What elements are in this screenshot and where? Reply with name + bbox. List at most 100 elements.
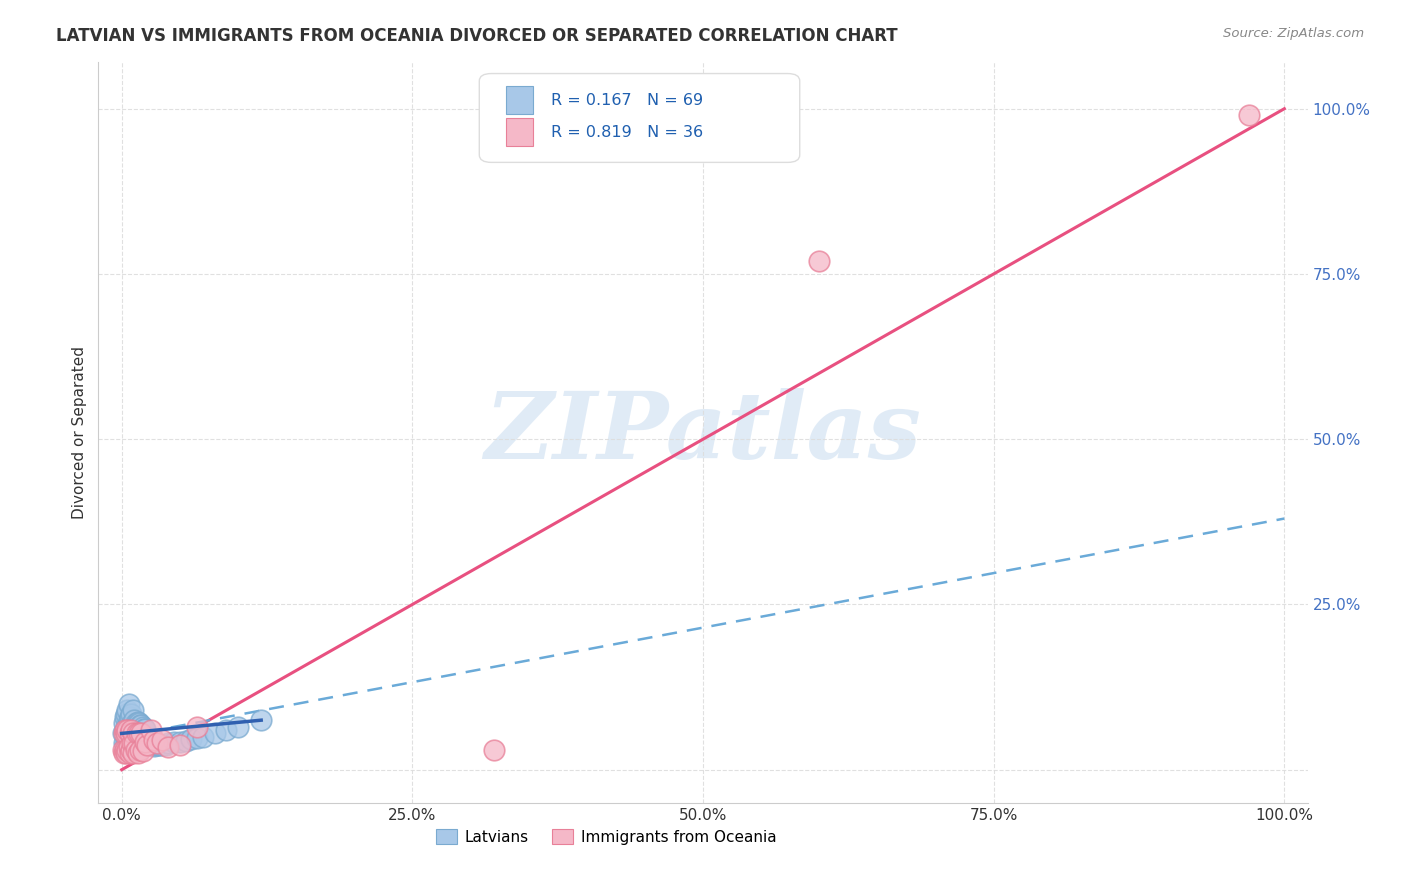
Point: [148, 738, 170, 752]
Point: [138, 738, 160, 752]
Point: [191, 730, 214, 744]
Point: [157, 739, 180, 754]
Point: [120, 743, 142, 757]
Point: [118, 697, 141, 711]
Point: [118, 736, 141, 750]
Point: [112, 726, 135, 740]
Point: [118, 710, 141, 724]
Point: [157, 736, 180, 750]
Point: [141, 738, 163, 752]
Y-axis label: Divorced or Separated: Divorced or Separated: [72, 346, 87, 519]
Point: [117, 736, 139, 750]
Point: [124, 735, 146, 749]
Point: [128, 736, 150, 750]
Point: [114, 743, 136, 757]
Point: [115, 720, 138, 734]
Point: [120, 733, 142, 747]
Point: [124, 733, 146, 747]
Point: [115, 726, 138, 740]
Point: [150, 738, 173, 752]
Point: [112, 736, 135, 750]
Point: [250, 713, 273, 727]
Point: [131, 720, 153, 734]
FancyBboxPatch shape: [479, 73, 800, 162]
Point: [129, 743, 152, 757]
Point: [131, 738, 153, 752]
Point: [115, 706, 138, 721]
Point: [131, 726, 153, 740]
Point: [128, 726, 150, 740]
FancyBboxPatch shape: [506, 118, 533, 146]
Point: [122, 746, 145, 760]
Point: [143, 733, 166, 747]
Text: ZIPatlas: ZIPatlas: [485, 388, 921, 477]
Point: [128, 716, 150, 731]
Point: [114, 723, 136, 737]
Point: [121, 736, 143, 750]
Point: [118, 739, 141, 754]
Point: [117, 723, 139, 737]
Point: [125, 718, 148, 732]
Point: [124, 743, 146, 757]
Point: [118, 746, 141, 760]
Point: [204, 726, 226, 740]
Point: [111, 726, 134, 740]
Point: [186, 720, 208, 734]
Point: [121, 716, 143, 731]
Point: [145, 736, 167, 750]
Point: [118, 723, 141, 737]
Point: [111, 743, 134, 757]
Point: [120, 706, 142, 721]
Point: [118, 713, 141, 727]
Text: LATVIAN VS IMMIGRANTS FROM OCEANIA DIVORCED OR SEPARATED CORRELATION CHART: LATVIAN VS IMMIGRANTS FROM OCEANIA DIVOR…: [56, 27, 898, 45]
Point: [131, 736, 153, 750]
Point: [127, 738, 149, 752]
Point: [482, 743, 505, 757]
Point: [169, 738, 191, 752]
Point: [136, 738, 159, 752]
Point: [125, 736, 148, 750]
Point: [121, 735, 143, 749]
Point: [132, 739, 155, 753]
Point: [163, 735, 186, 749]
Point: [150, 733, 173, 747]
Point: [1239, 108, 1261, 122]
Point: [174, 733, 197, 747]
Point: [114, 739, 136, 754]
Point: [131, 718, 153, 732]
Point: [139, 723, 162, 737]
Point: [118, 726, 141, 740]
Point: [186, 731, 208, 745]
Point: [122, 703, 145, 717]
Point: [122, 720, 145, 734]
Point: [129, 738, 152, 752]
Point: [117, 743, 139, 757]
Point: [145, 738, 167, 752]
Point: [127, 746, 149, 760]
Point: [139, 736, 162, 750]
Point: [134, 739, 156, 753]
Point: [124, 713, 146, 727]
Point: [134, 722, 156, 736]
Point: [143, 739, 166, 753]
Point: [131, 744, 153, 758]
Point: [226, 720, 249, 734]
Point: [129, 718, 152, 732]
Point: [134, 735, 156, 749]
Point: [120, 723, 142, 737]
Point: [117, 723, 139, 737]
Point: [114, 726, 136, 740]
Text: R = 0.167   N = 69: R = 0.167 N = 69: [551, 93, 703, 108]
Point: [115, 733, 138, 747]
Point: [122, 726, 145, 740]
Point: [120, 720, 142, 734]
Point: [125, 726, 148, 740]
Point: [112, 716, 135, 731]
Point: [117, 703, 139, 717]
Point: [114, 710, 136, 724]
Point: [138, 736, 160, 750]
Point: [132, 722, 155, 736]
Point: [124, 736, 146, 750]
Text: R = 0.819   N = 36: R = 0.819 N = 36: [551, 125, 703, 139]
Legend: Latvians, Immigrants from Oceania: Latvians, Immigrants from Oceania: [430, 822, 783, 851]
